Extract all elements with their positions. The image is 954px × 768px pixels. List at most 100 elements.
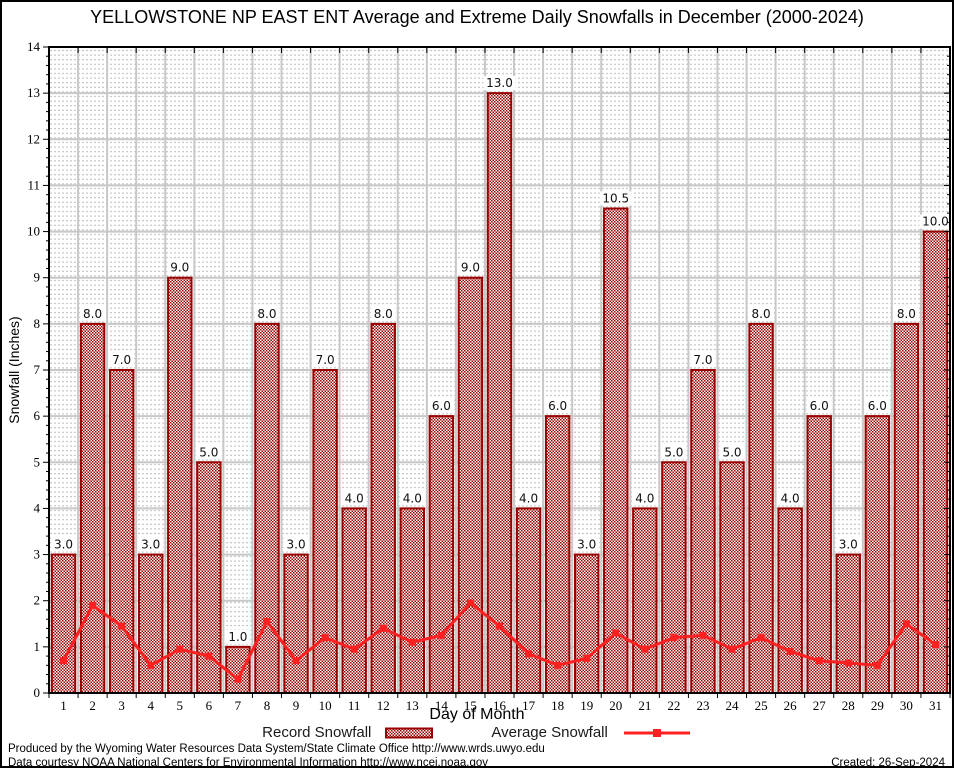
bar-value-label-day-14: 6.0 (432, 399, 451, 413)
average-marker-day-6 (205, 652, 213, 660)
average-marker-day-13 (408, 638, 416, 646)
y-tick-13: 13 (27, 85, 40, 100)
x-tick-23: 23 (696, 698, 709, 713)
bar-value-label-day-10: 7.0 (316, 353, 335, 367)
average-marker-day-14 (437, 631, 445, 639)
average-marker-day-28 (844, 659, 852, 667)
bar-value-label-day-7: 1.0 (228, 630, 247, 644)
average-marker-day-25 (757, 634, 765, 642)
average-marker-day-15 (466, 599, 474, 607)
record-bar-day-9 (283, 553, 309, 694)
x-tick-2: 2 (89, 698, 96, 713)
record-bars (50, 92, 949, 694)
bar-value-label-day-28: 3.0 (839, 538, 858, 552)
x-tick-30: 30 (900, 698, 913, 713)
record-bar-day-26 (777, 507, 803, 694)
x-tick-29: 29 (871, 698, 884, 713)
average-marker-day-10 (321, 634, 329, 642)
bar-value-label-day-30: 8.0 (897, 307, 916, 321)
average-marker-day-18 (554, 661, 562, 669)
x-tick-25: 25 (755, 698, 768, 713)
bar-value-label-day-19: 3.0 (577, 538, 596, 552)
legend-average-label: Average Snowfall (491, 724, 608, 741)
y-tick-11: 11 (27, 177, 40, 192)
y-tick-7: 7 (34, 362, 41, 377)
record-bar-day-12 (370, 322, 396, 694)
x-tick-31: 31 (929, 698, 942, 713)
record-bar-day-17 (515, 507, 542, 694)
x-tick-6: 6 (206, 698, 213, 713)
average-markers (60, 599, 939, 683)
record-bar-day-21 (632, 507, 658, 694)
x-tick-9: 9 (293, 698, 300, 713)
bar-value-label-day-6: 5.0 (199, 445, 218, 459)
average-snowfall-swatch-icon (623, 728, 690, 737)
bar-value-label-day-29: 6.0 (868, 399, 887, 413)
bar-value-label-day-1: 3.0 (54, 538, 73, 552)
footer-created-date: Created: 26-Sep-2024 (831, 757, 945, 768)
x-tick-1: 1 (60, 698, 67, 713)
record-bar-day-23 (690, 369, 716, 694)
x-tick-21: 21 (638, 698, 651, 713)
record-bar-day-16 (486, 92, 513, 694)
average-marker-day-29 (873, 661, 881, 669)
x-tick-18: 18 (551, 698, 564, 713)
footer-produced-by: Produced by the Wyoming Water Resources … (8, 743, 545, 755)
x-tick-3: 3 (118, 698, 125, 713)
bar-value-label-day-3: 7.0 (112, 353, 131, 367)
bar-value-label-day-23: 7.0 (693, 353, 712, 367)
average-marker-day-23 (699, 631, 707, 639)
bar-value-label-day-9: 3.0 (287, 538, 306, 552)
x-tick-27: 27 (813, 698, 827, 713)
bar-value-label-day-21: 4.0 (635, 491, 654, 505)
y-tick-8: 8 (34, 316, 41, 331)
average-marker-day-17 (525, 650, 533, 658)
average-marker-day-8 (263, 617, 271, 625)
x-tick-7: 7 (235, 698, 242, 713)
x-tick-13: 13 (406, 698, 419, 713)
record-bar-day-13 (399, 507, 426, 694)
y-tick-0: 0 (34, 685, 41, 700)
y-tick-10: 10 (27, 224, 40, 239)
average-marker-day-12 (379, 624, 387, 632)
average-marker-day-2 (89, 601, 97, 609)
y-tick-1: 1 (34, 639, 41, 654)
record-bar-day-1 (50, 553, 77, 694)
bar-value-label-day-13: 4.0 (403, 491, 422, 505)
average-marker-day-9 (292, 657, 300, 665)
x-tick-26: 26 (784, 698, 798, 713)
average-marker-day-21 (641, 645, 649, 653)
y-tick-9: 9 (34, 270, 41, 285)
bar-value-label-day-24: 5.0 (722, 445, 741, 459)
x-tick-16: 16 (493, 698, 507, 713)
bar-value-label-day-18: 6.0 (548, 399, 567, 413)
y-tick-5: 5 (34, 454, 41, 469)
x-tick-20: 20 (609, 698, 622, 713)
footer-data-courtesy: Data courtesy NOAA National Centers for … (8, 757, 489, 768)
average-marker-day-1 (60, 657, 68, 665)
record-bar-day-19 (573, 553, 600, 694)
record-bar-day-7 (225, 645, 251, 694)
x-tick-22: 22 (667, 698, 680, 713)
bar-value-label-day-8: 8.0 (257, 307, 276, 321)
bar-value-label-day-26: 4.0 (781, 491, 800, 505)
average-marker-day-19 (583, 654, 591, 662)
x-tick-11: 11 (348, 698, 361, 713)
record-bar-day-22 (661, 461, 687, 694)
x-tick-labels: 1 2 3 4 5 6 7 8 9 10 11 12 13 14 15 16 17 18 19 20 21 22 23 24 2… (60, 698, 942, 713)
y-tick-12: 12 (27, 131, 40, 146)
record-bar-day-24 (719, 461, 745, 694)
x-tick-19: 19 (580, 698, 593, 713)
average-marker-day-22 (670, 634, 678, 642)
x-tick-28: 28 (842, 698, 855, 713)
bar-value-label-day-5: 9.0 (170, 261, 189, 275)
y-tick-3: 3 (34, 547, 41, 562)
x-tick-15: 15 (464, 698, 477, 713)
record-bar-day-4 (138, 553, 164, 694)
average-marker-day-5 (176, 645, 184, 653)
bar-value-label-day-31: 10.0 (922, 215, 949, 229)
bar-value-label-day-11: 4.0 (345, 491, 364, 505)
average-marker-day-16 (496, 622, 503, 630)
x-tick-12: 12 (377, 698, 390, 713)
